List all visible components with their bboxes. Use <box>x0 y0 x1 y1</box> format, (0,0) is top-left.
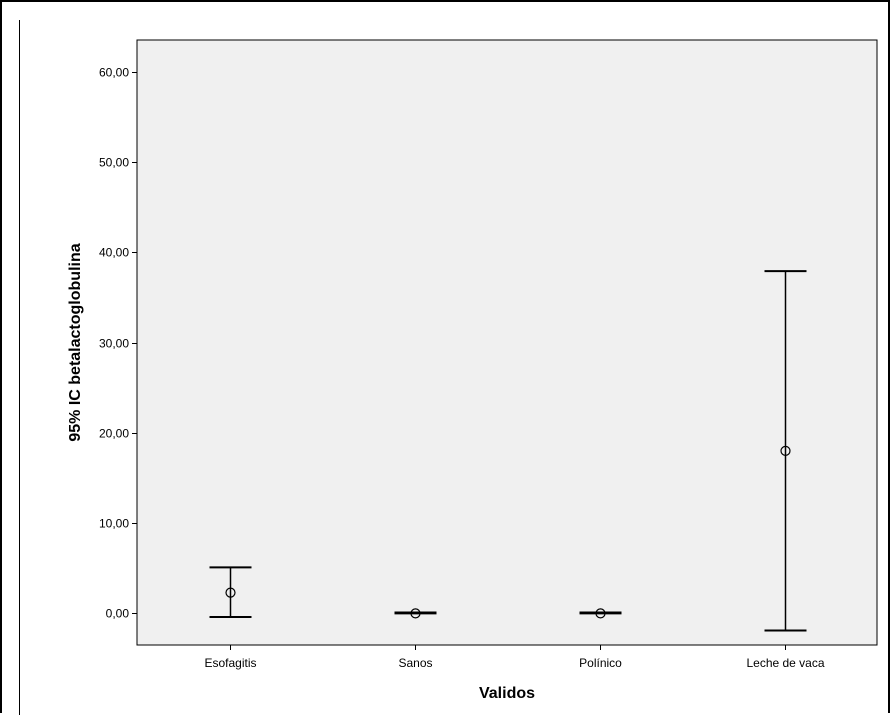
x-axis-title: Validos <box>479 685 535 702</box>
error-bars <box>209 270 807 632</box>
y-tick-label: 30,00 <box>99 337 129 351</box>
error-bar <box>394 608 437 619</box>
x-tick-label: Sanos <box>398 656 432 670</box>
y-tick-label: 60,00 <box>99 66 129 80</box>
y-axis: 0,00 10,00 20,00 30,00 40,00 50,00 60,00 <box>99 66 137 621</box>
x-tick-label: Leche de vaca <box>746 656 824 670</box>
error-bar <box>209 566 252 619</box>
mean-marker <box>595 608 606 619</box>
y-tick-label: 0,00 <box>106 607 130 621</box>
x-tick-label: Polínico <box>579 656 622 670</box>
mean-marker <box>410 608 421 619</box>
x-tick-label: Esofagitis <box>204 656 256 670</box>
error-bar <box>579 608 622 619</box>
mean-marker <box>780 445 791 456</box>
x-axis: Esofagitis Sanos Polínico Leche de vaca <box>204 645 825 670</box>
y-tick-label: 10,00 <box>99 517 129 531</box>
mean-marker <box>225 587 236 598</box>
frame-left-rule <box>19 20 20 715</box>
y-axis-title: 95% IC betalactoglobulina <box>67 243 84 441</box>
error-bar <box>764 270 807 632</box>
y-tick-label: 40,00 <box>99 246 129 260</box>
y-tick-label: 50,00 <box>99 156 129 170</box>
plot-area <box>136 39 878 646</box>
y-tick-label: 20,00 <box>99 427 129 441</box>
